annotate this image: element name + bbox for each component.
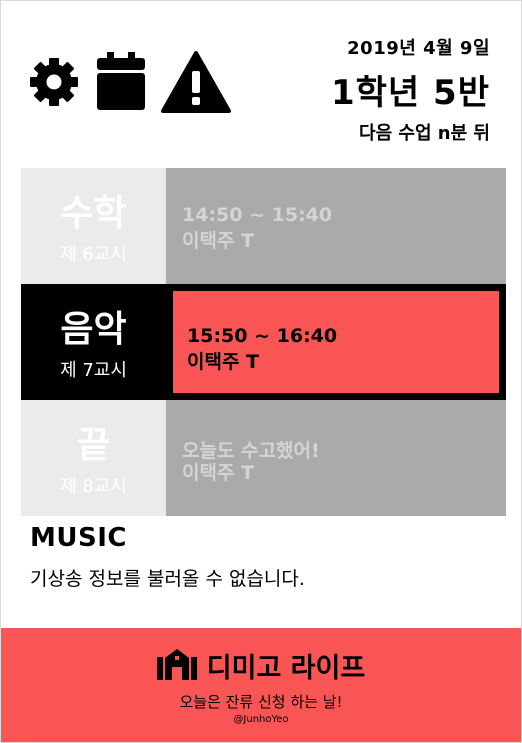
- class-time: 14:50 ~ 15:40: [182, 204, 333, 226]
- period-cell: 수학 제 6교시: [21, 168, 166, 284]
- next-class-countdown: 다음 수업 n분 뒤: [359, 123, 490, 144]
- teacher-name: 이택주 T: [182, 462, 255, 484]
- period-cell: 끝 제 8교시: [21, 400, 166, 516]
- class-detail-cell: 15:50 ~ 16:40 이택주 T: [173, 291, 499, 393]
- subject-name: 음악: [60, 309, 127, 350]
- schedule-row-past[interactable]: 수학 제 6교시 14:50 ~ 15:40 이택주 T: [21, 168, 506, 284]
- teacher-name: 이택주 T: [182, 230, 255, 252]
- class-detail-cell: 오늘도 수고했어! 이택주 T: [166, 400, 506, 516]
- period-cell: 음악 제 7교시: [21, 284, 166, 400]
- class-detail-cell: 14:50 ~ 15:40 이택주 T: [166, 168, 506, 284]
- footer-banner: 디미고 라이프 오늘은 잔류 신청 하는 날! @JunhoYeo: [1, 628, 521, 742]
- class-message: 오늘도 수고했어!: [182, 440, 320, 462]
- brand-name: 디미고 라이프: [206, 653, 366, 684]
- music-status-message: 기상송 정보를 불러올 수 없습니다.: [30, 568, 305, 590]
- period-number: 제 7교시: [60, 360, 127, 381]
- daily-notice: 오늘은 잔류 신청 하는 날!: [179, 693, 343, 711]
- current-date: 2019년 4월 9일: [347, 38, 490, 59]
- brand[interactable]: 디미고 라이프: [1, 646, 521, 685]
- class-name: 1학년 5반: [331, 73, 490, 113]
- schedule-row-current[interactable]: 음악 제 7교시 15:50 ~ 16:40 이택주 T: [21, 284, 506, 400]
- teacher-name: 이택주 T: [187, 351, 260, 373]
- music-title: MUSIC: [30, 523, 127, 553]
- toolbar-icons: [27, 47, 231, 117]
- subject-name: 수학: [60, 193, 127, 234]
- class-time: 15:50 ~ 16:40: [187, 325, 338, 347]
- author-credit[interactable]: @JunhoYeo: [233, 714, 289, 725]
- period-number: 제 8교시: [60, 476, 127, 497]
- school-building-icon: [156, 648, 197, 684]
- warning-icon[interactable]: [161, 51, 231, 113]
- period-number: 제 6교시: [60, 244, 127, 265]
- schedule-row-future[interactable]: 끝 제 8교시 오늘도 수고했어! 이택주 T: [21, 400, 506, 516]
- calendar-icon[interactable]: [95, 52, 147, 112]
- gear-icon[interactable]: [27, 55, 81, 109]
- subject-name: 끝: [76, 425, 111, 466]
